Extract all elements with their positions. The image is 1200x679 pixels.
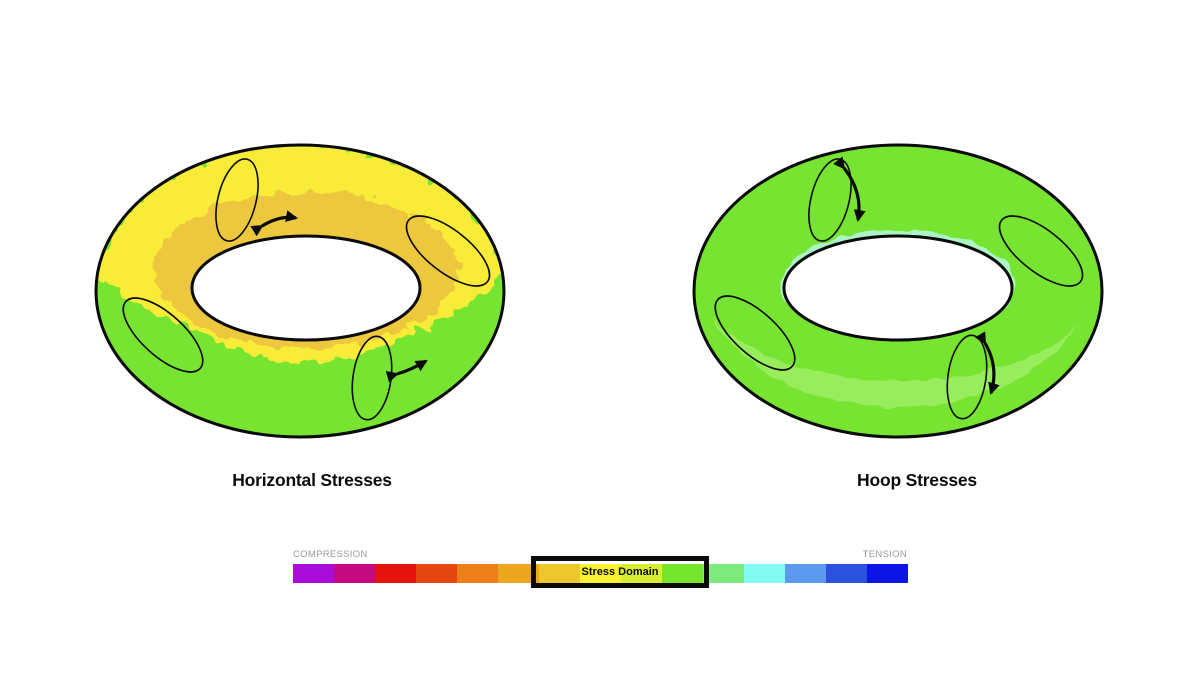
horizontal-stress-arrow-top: [250, 210, 298, 237]
colorbar-segment: [703, 564, 744, 583]
stress-domain-box: Stress Domain: [531, 556, 709, 588]
cross-section-right: [998, 215, 1084, 287]
horizontal-stress-arrow-bottom: [385, 359, 428, 383]
torus-horizontal-stresses: [94, 143, 506, 439]
cross-section-right: [405, 215, 491, 287]
colorbar-segment: [498, 564, 539, 583]
colorbar-segment: [580, 564, 621, 583]
colorbar-segment: [457, 564, 498, 583]
colorbar-segment: [662, 564, 703, 583]
torus-hole: [782, 234, 1014, 342]
torus-hoop-stresses: [692, 143, 1104, 439]
colorbar-segment: [293, 564, 334, 583]
torus-outline: [94, 143, 506, 439]
colorbar-segment: [375, 564, 416, 583]
hoop-stress-arrow-bottom: [974, 331, 1000, 395]
colorbar-segment: [416, 564, 457, 583]
cross-section-bottom-left: [122, 297, 204, 373]
colorbar-segment: [621, 564, 662, 583]
tension-label: TENSION: [862, 549, 907, 560]
colorbar-segment: [334, 564, 375, 583]
colorbar-segment: [539, 564, 580, 583]
cross-section-top: [215, 158, 259, 242]
colorbar-segment: [826, 564, 867, 583]
stress-domain-label: Stress Domain: [581, 566, 659, 578]
cross-section-bottom-left: [714, 295, 796, 371]
hoop-stress-arrow-top: [833, 156, 866, 222]
colorbar-segment: [867, 564, 908, 583]
colorbar-segments: [293, 564, 908, 583]
figure-title-hoop: Hoop Stresses: [857, 470, 977, 490]
colorbar-segment: [785, 564, 826, 583]
colorbar-segment: [744, 564, 785, 583]
torus-outline: [692, 143, 1104, 439]
torus-hole: [190, 234, 422, 342]
compression-label: COMPRESSION: [293, 549, 368, 560]
figure-title-horizontal: Horizontal Stresses: [232, 470, 392, 490]
